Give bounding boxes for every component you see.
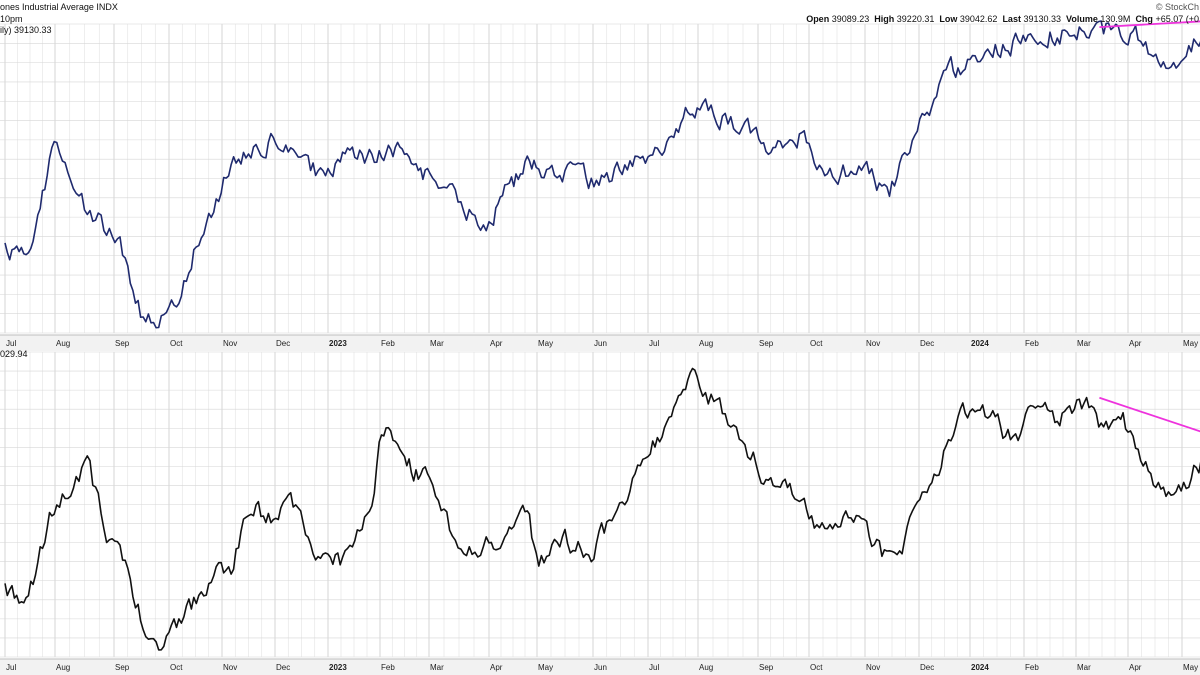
x-tick-label: Oct bbox=[810, 339, 823, 348]
x-tick-label: Jul bbox=[6, 339, 16, 348]
x-tick-label: Dec bbox=[276, 339, 290, 348]
x-tick-label: Jul bbox=[649, 339, 659, 348]
low-label: Low bbox=[939, 14, 958, 24]
x-tick-label: Apr bbox=[1129, 663, 1142, 672]
x-tick-label: May bbox=[538, 339, 553, 348]
trendline bbox=[1099, 396, 1200, 433]
x-tick-label: Sep bbox=[115, 339, 130, 348]
x-tick-label: Mar bbox=[1077, 663, 1091, 672]
x-tick-label: Oct bbox=[170, 663, 183, 672]
last-label: Last bbox=[1002, 14, 1021, 24]
volume-value: 130.9M bbox=[1100, 14, 1131, 24]
x-tick-label: Mar bbox=[1077, 339, 1091, 348]
x-tick-label: Jun bbox=[594, 663, 607, 672]
x-tick-label: Feb bbox=[381, 663, 395, 672]
x-tick-label: May bbox=[1183, 339, 1198, 348]
ohlc-readout: Open 39089.23 High 39220.31 Low 39042.62… bbox=[806, 14, 1199, 24]
x-tick-label: Dec bbox=[276, 663, 290, 672]
x-tick-label: Feb bbox=[1025, 663, 1039, 672]
x-tick-label: Feb bbox=[381, 339, 395, 348]
high-label: High bbox=[874, 14, 895, 24]
chart-title: ones Industrial Average INDX bbox=[0, 2, 118, 12]
chart-time: 10pm bbox=[0, 14, 23, 24]
gridlines bbox=[0, 351, 1200, 658]
x-tick-label: Aug bbox=[56, 663, 70, 672]
x-tick-label: Mar bbox=[430, 663, 444, 672]
trendline bbox=[1099, 20, 1200, 28]
x-axis-band bbox=[0, 659, 1200, 675]
x-tick-label: 2024 bbox=[971, 339, 989, 348]
volume-label: Volume bbox=[1066, 14, 1098, 24]
x-tick-label: May bbox=[1183, 663, 1198, 672]
x-tick-label: May bbox=[538, 663, 553, 672]
x-tick-label: Jul bbox=[6, 663, 16, 672]
chg-label: Chg bbox=[1135, 14, 1153, 24]
indicator-panel: Jul Aug Sep Oct Nov Dec 2023 Feb Mar Apr May Jun Jul… bbox=[0, 351, 1200, 675]
indicator-series-line bbox=[4, 367, 1200, 651]
x-tick-label: Aug bbox=[699, 339, 713, 348]
gridlines bbox=[0, 23, 1200, 334]
x-tick-label: Sep bbox=[759, 663, 774, 672]
x-tick-label: Nov bbox=[223, 339, 237, 348]
x-tick-label: Apr bbox=[1129, 339, 1142, 348]
high-value: 39220.31 bbox=[896, 14, 935, 24]
x-tick-label: Apr bbox=[490, 339, 503, 348]
last-value: 39130.33 bbox=[1023, 14, 1062, 24]
x-tick-label: Aug bbox=[56, 339, 70, 348]
chg-value: +65.07 (+0 bbox=[1155, 14, 1199, 24]
x-tick-label: Jul bbox=[649, 663, 659, 672]
x-tick-label: Feb bbox=[1025, 339, 1039, 348]
indicator-legend: 029.94 bbox=[0, 349, 28, 359]
x-tick-label: Mar bbox=[430, 339, 444, 348]
open-label: Open bbox=[806, 14, 830, 24]
open-value: 39089.23 bbox=[831, 14, 870, 24]
x-tick-label: 2024 bbox=[971, 663, 989, 672]
x-tick-label: Aug bbox=[699, 663, 713, 672]
x-tick-label: Apr bbox=[490, 663, 503, 672]
x-tick-label: Jun bbox=[594, 339, 607, 348]
price-panel: Jul Aug Sep Oct Nov Dec 2023 Feb Mar Apr May Jun Jul… bbox=[0, 20, 1200, 351]
x-tick-label: 2023 bbox=[329, 339, 347, 348]
x-tick-label: Nov bbox=[866, 663, 880, 672]
x-tick-label: Nov bbox=[223, 663, 237, 672]
x-tick-label: Sep bbox=[759, 339, 774, 348]
x-tick-label: Nov bbox=[866, 339, 880, 348]
watermark: © StockCh bbox=[1155, 2, 1199, 12]
price-series-line bbox=[4, 20, 1200, 329]
x-tick-label: Oct bbox=[810, 663, 823, 672]
x-tick-label: Oct bbox=[170, 339, 183, 348]
x-tick-label: Dec bbox=[920, 663, 934, 672]
x-tick-label: Sep bbox=[115, 663, 130, 672]
x-tick-label: Dec bbox=[920, 339, 934, 348]
low-value: 39042.62 bbox=[959, 14, 998, 24]
x-axis-band bbox=[0, 335, 1200, 351]
x-tick-label: 2023 bbox=[329, 663, 347, 672]
price-legend: ily) 39130.33 bbox=[0, 25, 52, 35]
